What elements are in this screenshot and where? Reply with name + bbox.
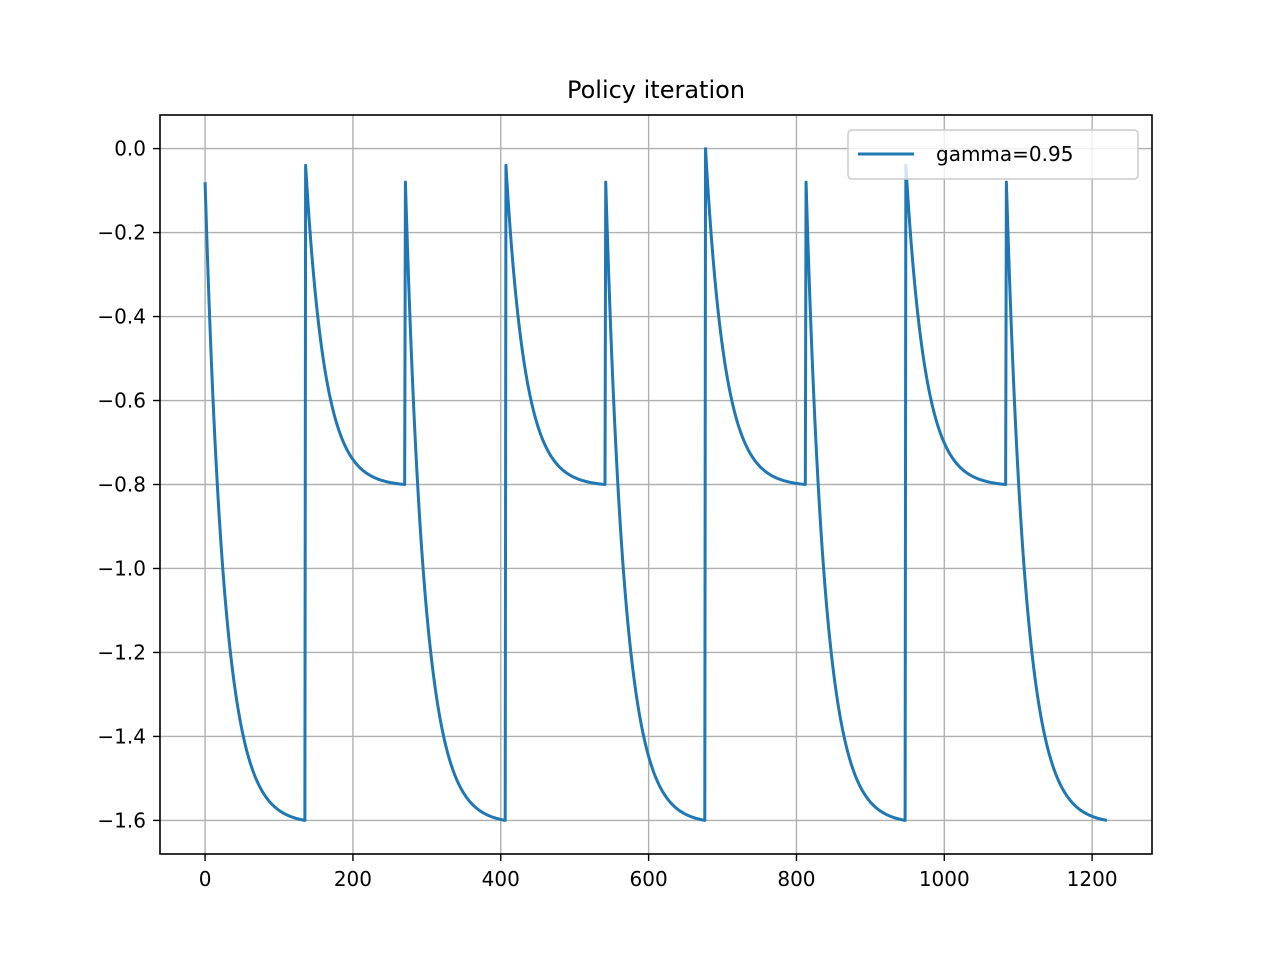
legend-box	[847, 129, 1139, 180]
chart-title: Policy iteration	[567, 76, 745, 104]
y-tick-label: −0.6	[97, 389, 146, 413]
y-tick-label: 0.0	[114, 137, 146, 161]
series-line	[203, 147, 1108, 822]
y-tick-label: −1.2	[97, 640, 146, 664]
legend-label: gamma=0.95	[936, 142, 1073, 166]
y-tick-label: −0.2	[97, 221, 146, 245]
y-tick-label: −0.8	[97, 473, 146, 497]
x-tick-label: 400	[482, 867, 520, 891]
y-tick-label: −1.0	[97, 556, 146, 580]
x-axis: 0 200 400 600 800 1000 1200	[199, 854, 1118, 891]
y-tick-label: −0.4	[97, 305, 146, 329]
x-tick-label: 600	[630, 867, 668, 891]
y-tick-label: −1.4	[97, 724, 146, 748]
grid-lines	[160, 115, 1152, 854]
legend: gamma=0.95	[847, 129, 1139, 180]
series-layer	[203, 147, 1108, 822]
y-axis: 0.0 −0.2 −0.4 −0.6 −0.8 −1.0 −1.2 −1.4 −1.6	[97, 137, 160, 832]
x-tick-label: 1000	[919, 867, 970, 891]
x-tick-label: 800	[777, 867, 815, 891]
x-tick-label: 200	[334, 867, 372, 891]
y-tick-label: −1.6	[97, 808, 146, 832]
x-tick-label: 0	[199, 867, 212, 891]
x-tick-label: 1200	[1067, 867, 1118, 891]
